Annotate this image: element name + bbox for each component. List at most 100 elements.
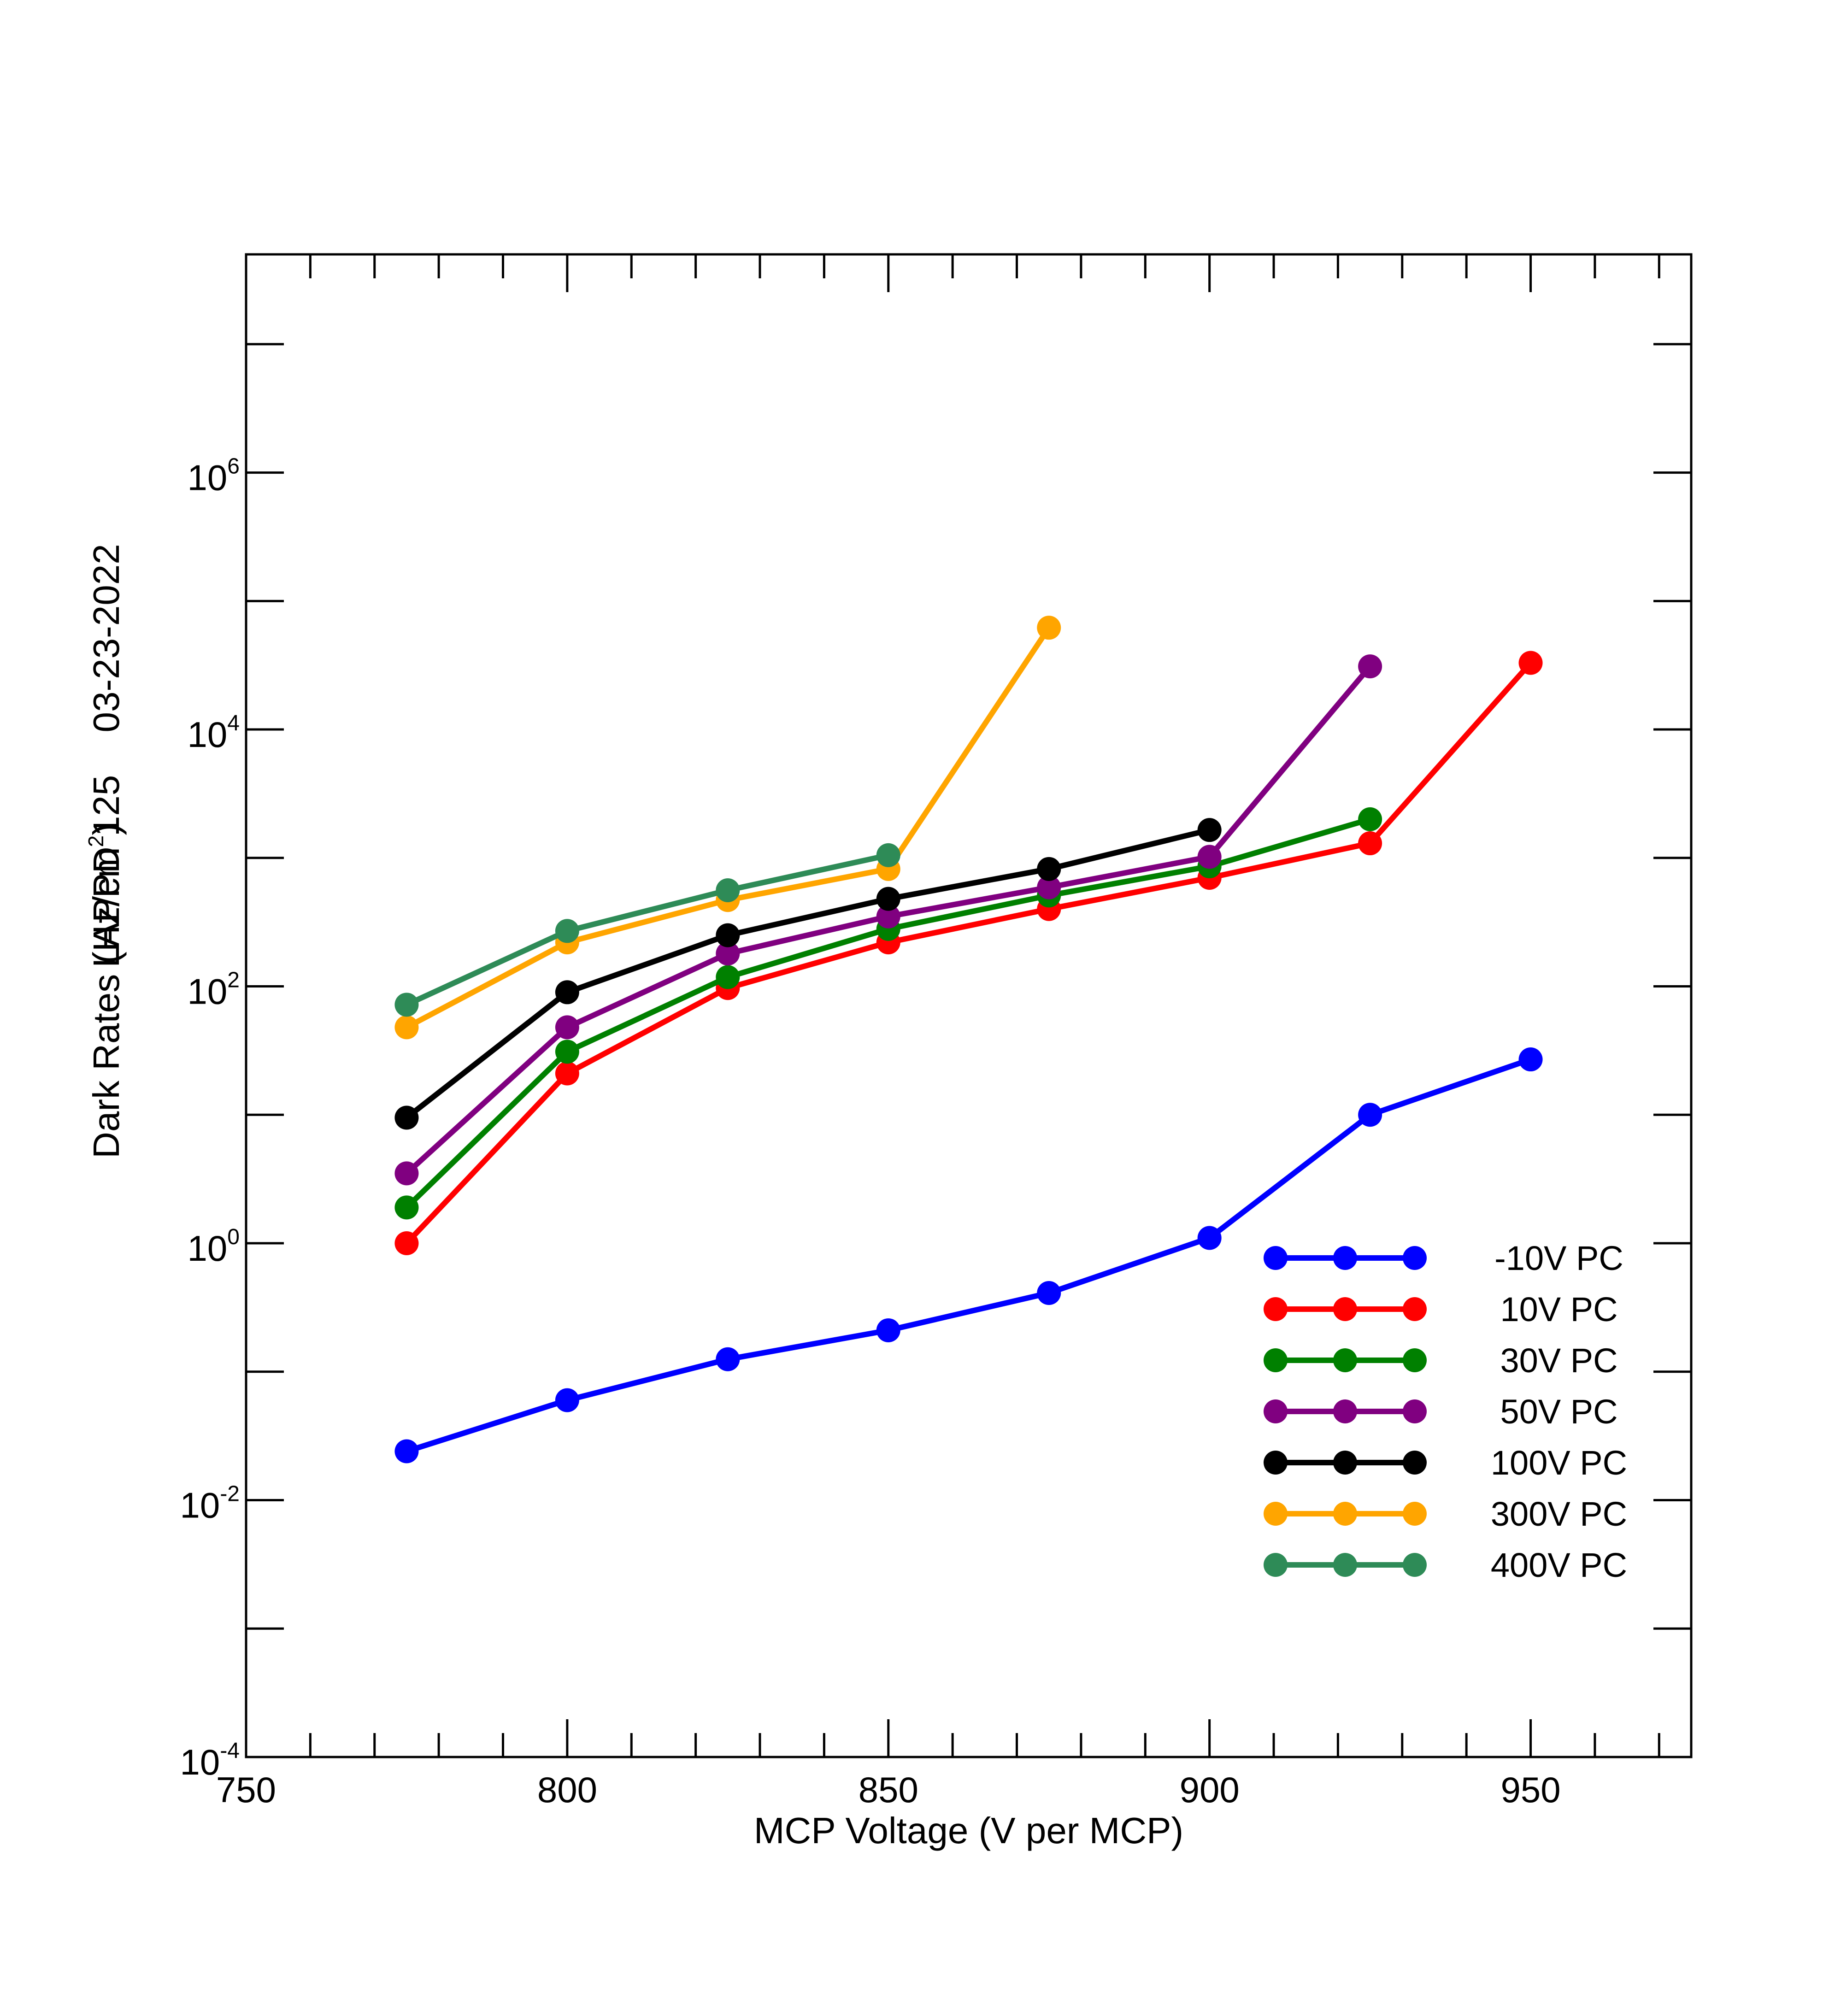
legend-marker — [1264, 1399, 1288, 1423]
series-line — [405, 852, 889, 1007]
legend-marker — [1264, 1553, 1288, 1577]
data-point — [1037, 875, 1061, 899]
x-tick-labels: 750 800 850 900 950 — [216, 1769, 1561, 1810]
data-point — [555, 980, 579, 1005]
side-annotation: LAPPD 125 03-23-2022 — [86, 544, 127, 968]
data-point — [1197, 1226, 1222, 1250]
y-tick-label-exponent: 0 — [227, 1225, 240, 1249]
y-axis-title: Dark Rates (Hz/cm2) — [84, 823, 127, 1158]
legend-marker — [1333, 1451, 1357, 1475]
data-point — [555, 1040, 579, 1064]
data-point — [555, 1388, 579, 1412]
data-point — [716, 1347, 740, 1371]
y-tick-label: 100 — [188, 1225, 240, 1269]
series-layer — [394, 616, 1543, 1464]
series--10V-PC — [394, 1047, 1543, 1464]
y-tick-label-exponent: 2 — [227, 968, 240, 993]
side-annotation-spacer — [86, 732, 127, 742]
legend-label: -10V PC — [1494, 1239, 1623, 1277]
y-tick-label-exponent: 6 — [227, 454, 240, 479]
data-point — [716, 878, 740, 902]
data-point — [876, 887, 900, 911]
legend-item: 300V PC — [1264, 1495, 1627, 1533]
data-point — [394, 1439, 419, 1464]
legend-label: 300V PC — [1491, 1495, 1627, 1533]
data-point — [555, 1015, 579, 1040]
legend-marker — [1403, 1399, 1427, 1423]
data-point — [1358, 831, 1382, 856]
y-tick-label-exponent: -2 — [220, 1482, 240, 1506]
data-point — [1358, 1103, 1382, 1127]
legend-marker — [1333, 1502, 1357, 1526]
legend-marker — [1264, 1451, 1288, 1475]
y-tick-label: 102 — [188, 968, 240, 1012]
data-point — [394, 1161, 419, 1186]
y-axis-title-suffix: ) — [86, 823, 127, 835]
legend-item: 10V PC — [1264, 1290, 1618, 1328]
legend-marker — [1264, 1502, 1288, 1526]
data-point — [1037, 857, 1061, 881]
legend-item: 50V PC — [1264, 1393, 1618, 1431]
y-tick-label: 10-2 — [180, 1482, 240, 1526]
legend-marker — [1264, 1297, 1288, 1321]
legend-marker — [1264, 1348, 1288, 1372]
x-tick-label: 850 — [859, 1769, 918, 1810]
x-tick-label: 750 — [216, 1769, 276, 1810]
y-tick-label: 104 — [188, 711, 240, 755]
data-point — [394, 1195, 419, 1220]
y-axis-title-main: Dark Rates (Hz/cm — [86, 847, 127, 1158]
y-tick-label-base: 10 — [188, 1228, 228, 1269]
series-line — [406, 1057, 1532, 1454]
y-tick-label: 10-4 — [180, 1739, 240, 1782]
legend-label: 30V PC — [1500, 1341, 1617, 1380]
y-tick-label-exponent: 4 — [227, 711, 240, 735]
y-tick-label-base: 10 — [188, 714, 228, 755]
data-point — [716, 965, 740, 989]
data-point — [1518, 1047, 1543, 1072]
series-line — [405, 827, 1211, 1120]
data-point — [394, 1015, 419, 1040]
series-line — [405, 661, 1533, 1246]
data-point — [1358, 807, 1382, 831]
y-tick-label: 106 — [188, 454, 240, 498]
data-point — [716, 923, 740, 947]
series-100V-PC — [394, 818, 1222, 1130]
legend-marker — [1264, 1246, 1288, 1270]
y-tick-label-base: 10 — [180, 1742, 220, 1782]
legend-label: 100V PC — [1491, 1444, 1627, 1482]
y-tick-label-base: 10 — [180, 1485, 220, 1526]
y-tick-label-base: 10 — [188, 458, 228, 498]
series-50V-PC — [394, 654, 1382, 1186]
legend-item: 100V PC — [1264, 1444, 1627, 1482]
data-point — [1037, 616, 1061, 640]
legend-marker — [1403, 1451, 1427, 1475]
data-point — [716, 941, 740, 966]
y-tick-label-base: 10 — [188, 971, 228, 1012]
data-point — [555, 919, 579, 943]
major-ticks — [245, 254, 1691, 1758]
series-400V-PC — [394, 843, 900, 1017]
data-point — [876, 904, 900, 929]
data-point — [394, 993, 419, 1017]
data-point — [1197, 818, 1222, 842]
data-point — [1358, 654, 1382, 679]
x-axis-title: MCP Voltage (V per MCP) — [754, 1810, 1183, 1851]
legend-marker — [1333, 1246, 1357, 1270]
legend-label: 400V PC — [1491, 1546, 1627, 1584]
data-point — [1037, 1281, 1061, 1305]
legend-label: 10V PC — [1500, 1290, 1617, 1328]
x-tick-label: 800 — [537, 1769, 597, 1810]
legend-item: 30V PC — [1264, 1341, 1618, 1380]
minor-ticks — [246, 254, 1691, 1757]
side-annotation-device: LAPPD 125 — [86, 775, 127, 968]
y-tick-label-exponent: -4 — [220, 1739, 240, 1763]
legend-marker — [1333, 1297, 1357, 1321]
legend-marker — [1403, 1297, 1427, 1321]
legend-marker — [1403, 1348, 1427, 1372]
legend-marker — [1333, 1348, 1357, 1372]
legend-item: -10V PC — [1264, 1239, 1623, 1277]
data-point — [394, 1231, 419, 1256]
x-tick-label: 900 — [1180, 1769, 1240, 1810]
